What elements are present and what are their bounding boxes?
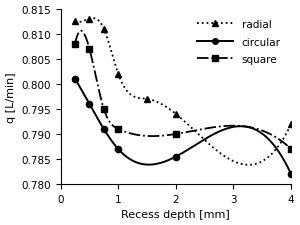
Line: square: square xyxy=(72,41,294,153)
square xyxy=(116,128,120,131)
Line: circular: circular xyxy=(72,76,294,178)
square xyxy=(289,148,293,151)
circular xyxy=(88,103,91,106)
radial xyxy=(116,73,120,76)
radial xyxy=(88,18,91,21)
square xyxy=(73,43,77,46)
radial xyxy=(174,113,178,116)
circular xyxy=(174,155,178,158)
circular xyxy=(73,78,77,81)
radial xyxy=(102,28,106,31)
square xyxy=(174,133,178,136)
Legend: radial, circular, square: radial, circular, square xyxy=(192,15,286,70)
radial xyxy=(289,123,293,126)
radial xyxy=(145,98,149,101)
X-axis label: Recess depth [mm]: Recess depth [mm] xyxy=(122,209,230,219)
circular xyxy=(289,173,293,176)
square xyxy=(102,108,106,111)
Line: radial: radial xyxy=(72,16,294,128)
radial xyxy=(73,21,77,23)
circular xyxy=(102,128,106,131)
Y-axis label: q [L/min]: q [L/min] xyxy=(6,72,16,122)
circular xyxy=(116,148,120,151)
square xyxy=(88,48,91,51)
